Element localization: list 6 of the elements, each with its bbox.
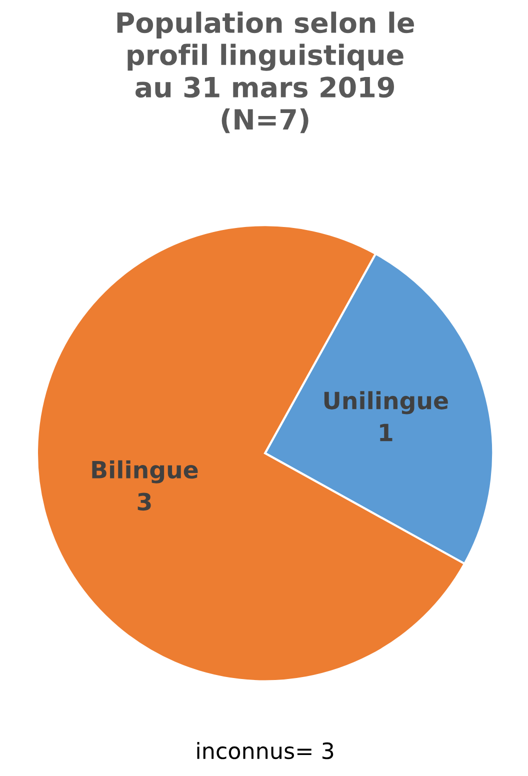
chart-title: Population selon le profil linguistique au 31 mars 2019 (N=7) [117, 12, 414, 134]
slice-label: Unilingue [324, 391, 448, 414]
slice-label: Bilingue [92, 460, 198, 484]
data-label: 3 [138, 492, 151, 511]
text: inconnus= 3 [197, 742, 334, 760]
data-label: 1 [380, 424, 392, 442]
